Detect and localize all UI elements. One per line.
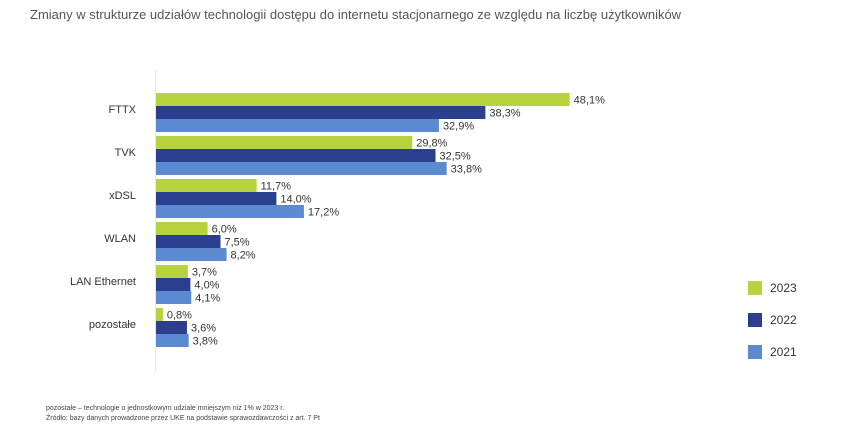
- bar-xdsl-2023: [156, 179, 257, 192]
- category-label-wlan: WLAN: [104, 233, 136, 245]
- category-label-tvk: TVK: [115, 147, 137, 159]
- data-label-lan-ethernet-2023: 3,7%: [192, 267, 217, 279]
- data-label-tvk-2021: 33,8%: [451, 164, 482, 176]
- category-label-fttx: FTTX: [109, 104, 137, 116]
- bar-wlan-2023: [156, 222, 208, 235]
- legend-swatch-2023: [748, 281, 762, 295]
- legend-swatch-2022: [748, 313, 762, 327]
- legend-label-2022: 2022: [770, 313, 797, 327]
- data-label-tvk-2022: 32,5%: [440, 151, 471, 163]
- legend-swatch-2021: [748, 345, 762, 359]
- legend-label-2023: 2023: [770, 281, 797, 295]
- footnote-source: Źródło: bazy danych prowadzone przez UKE…: [46, 415, 320, 422]
- data-label-pozostałe-2021: 3,8%: [193, 336, 218, 348]
- bar-pozostałe-2022: [156, 321, 187, 334]
- data-label-xdsl-2022: 14,0%: [280, 194, 311, 206]
- data-label-fttx-2021: 32,9%: [443, 121, 474, 133]
- bar-pozostałe-2023: [156, 308, 163, 321]
- bar-tvk-2022: [156, 149, 436, 162]
- data-label-lan-ethernet-2022: 4,0%: [194, 280, 219, 292]
- legend-label-2021: 2021: [770, 345, 797, 359]
- footnote-other: pozostałe – technologie o jednostkowym u…: [46, 405, 285, 412]
- bar-xdsl-2021: [156, 205, 304, 218]
- data-label-fttx-2022: 38,3%: [489, 108, 520, 120]
- data-label-fttx-2023: 48,1%: [574, 95, 605, 107]
- category-label-pozostałe: pozostałe: [89, 319, 136, 331]
- bar-lan-ethernet-2021: [156, 291, 192, 304]
- data-label-pozostałe-2022: 3,6%: [191, 323, 216, 335]
- data-label-wlan-2022: 7,5%: [225, 237, 250, 249]
- category-label-lan-ethernet: LAN Ethernet: [70, 276, 136, 288]
- bar-tvk-2021: [156, 162, 447, 175]
- category-label-xdsl: xDSL: [109, 190, 136, 202]
- chart-title: Zmiany w strukturze udziałów technologii…: [30, 7, 682, 22]
- data-label-wlan-2023: 6,0%: [212, 224, 237, 236]
- bar-fttx-2023: [156, 93, 570, 106]
- bar-fttx-2022: [156, 106, 486, 119]
- data-label-wlan-2021: 8,2%: [231, 250, 256, 262]
- data-label-tvk-2023: 29,8%: [416, 138, 447, 150]
- data-label-xdsl-2023: 11,7%: [261, 181, 292, 193]
- data-label-pozostałe-2023: 0,8%: [167, 310, 192, 322]
- bar-pozostałe-2021: [156, 334, 189, 347]
- bar-xdsl-2022: [156, 192, 277, 205]
- bar-tvk-2023: [156, 136, 413, 149]
- data-label-xdsl-2021: 17,2%: [308, 207, 339, 219]
- bar-wlan-2022: [156, 235, 221, 248]
- bar-fttx-2021: [156, 119, 439, 132]
- bar-lan-ethernet-2023: [156, 265, 188, 278]
- bar-wlan-2021: [156, 248, 227, 261]
- data-label-lan-ethernet-2021: 4,1%: [195, 293, 220, 305]
- bar-lan-ethernet-2022: [156, 278, 191, 291]
